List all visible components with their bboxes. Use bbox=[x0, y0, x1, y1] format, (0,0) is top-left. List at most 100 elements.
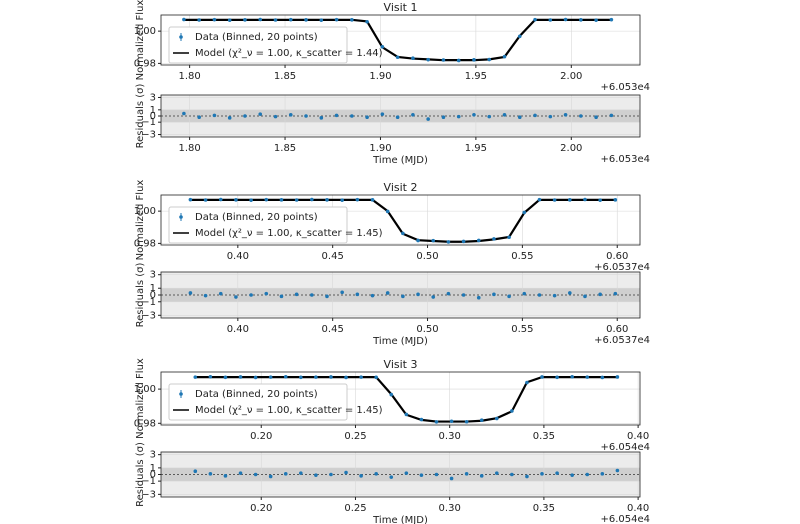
y-tick-label: 0 bbox=[150, 111, 156, 122]
residual-point bbox=[319, 116, 324, 120]
plot-frame bbox=[160, 371, 641, 426]
residual-point bbox=[464, 472, 469, 476]
legend-label: Data (Binned, 20 points) bbox=[195, 212, 318, 223]
data-point bbox=[401, 231, 405, 236]
residual-point bbox=[548, 114, 553, 119]
x-tick-label: 2.00 bbox=[560, 71, 582, 82]
data-point bbox=[594, 18, 598, 22]
data-point bbox=[540, 375, 544, 379]
x-axis-label: Time (MJD) bbox=[372, 336, 428, 347]
chart-title: Visit 1 bbox=[384, 1, 418, 14]
data-point bbox=[464, 419, 469, 424]
residual-point bbox=[283, 472, 288, 476]
data-point bbox=[273, 18, 278, 22]
data-point bbox=[533, 17, 537, 22]
residual-point bbox=[258, 112, 263, 116]
legend-label: Model (χ²_ν = 1.00, κ_scatter = 1.45) bbox=[195, 228, 383, 239]
panel: 0.40 0.45 0.50 0.55 0.60 −3 −101 3 Residuals (σ)… bbox=[135, 263, 650, 347]
data-point bbox=[404, 412, 409, 417]
data-point bbox=[258, 17, 263, 22]
y-tick-label: 1 bbox=[150, 283, 156, 294]
y-tick-label: 1.00 bbox=[134, 206, 156, 217]
data-point bbox=[598, 198, 602, 202]
data-point bbox=[548, 18, 553, 22]
x-axis-label: Time (MJD) bbox=[372, 515, 428, 524]
data-point bbox=[279, 198, 284, 202]
data-point bbox=[434, 420, 439, 424]
x-tick-label: 1.85 bbox=[274, 143, 296, 154]
residual-point bbox=[579, 114, 583, 118]
x-tick-label: 0.50 bbox=[416, 251, 438, 262]
residual-point bbox=[502, 112, 507, 117]
y-tick-label: 1 bbox=[150, 105, 156, 116]
x-tick-label: 0.35 bbox=[533, 503, 555, 514]
data-point bbox=[223, 375, 228, 380]
residual-point bbox=[492, 292, 496, 297]
residual-point bbox=[583, 294, 587, 299]
residual-point bbox=[598, 292, 602, 297]
y-tick-label: 3 bbox=[150, 92, 156, 103]
residual-point bbox=[238, 471, 243, 475]
residual-point bbox=[288, 112, 293, 117]
data-point bbox=[492, 237, 496, 241]
data-point bbox=[238, 375, 243, 379]
residual-point bbox=[613, 291, 618, 296]
data-point bbox=[613, 198, 618, 202]
y-axis-label: Residuals (σ) bbox=[135, 84, 146, 149]
chart-title: Visit 2 bbox=[384, 181, 418, 194]
x-tick-label: 0.40 bbox=[227, 251, 249, 262]
data-point bbox=[609, 17, 614, 22]
residual-point bbox=[411, 112, 415, 117]
x-tick-label: 0.45 bbox=[322, 324, 344, 335]
data-point bbox=[449, 419, 454, 424]
data-point bbox=[411, 56, 415, 61]
residual-point bbox=[525, 474, 529, 479]
y-tick-label: −1 bbox=[141, 297, 156, 308]
data-point bbox=[487, 57, 492, 62]
residual-point bbox=[537, 293, 542, 297]
data-point bbox=[329, 375, 333, 379]
data-point bbox=[359, 375, 363, 379]
residual-point bbox=[552, 293, 557, 298]
data-point bbox=[355, 197, 360, 202]
data-point bbox=[249, 198, 253, 202]
residual-point bbox=[522, 291, 527, 296]
data-point bbox=[431, 238, 436, 243]
data-point bbox=[370, 198, 375, 202]
x-tick-label: 1.90 bbox=[369, 71, 391, 82]
data-point bbox=[555, 375, 559, 380]
plot-frame bbox=[160, 271, 641, 319]
residual-point bbox=[507, 294, 511, 299]
x-offset-label: +6.054e4 bbox=[600, 514, 650, 524]
data-point bbox=[600, 375, 605, 380]
data-point bbox=[268, 375, 273, 379]
data-point bbox=[522, 210, 527, 215]
residual-point bbox=[540, 472, 544, 476]
residual-point bbox=[208, 472, 213, 476]
x-tick-label: 1.80 bbox=[178, 71, 200, 82]
legend-label: Model (χ²_ν = 1.00, κ_scatter = 1.44) bbox=[195, 48, 383, 59]
y-tick-label: 0 bbox=[150, 470, 156, 481]
residual-point bbox=[479, 474, 484, 478]
y-tick-label: 1 bbox=[150, 463, 156, 474]
data-point bbox=[288, 17, 293, 22]
data-point bbox=[525, 380, 529, 385]
residual-point bbox=[609, 113, 614, 118]
residual-point bbox=[416, 292, 420, 297]
x-axis-label: Time (MJD) bbox=[372, 155, 428, 166]
y-tick-label: 0.98 bbox=[134, 418, 156, 429]
data-point bbox=[583, 197, 587, 202]
residual-point bbox=[243, 114, 247, 118]
data-point bbox=[461, 239, 466, 244]
residual-point bbox=[494, 471, 499, 475]
residual-point bbox=[279, 294, 284, 299]
x-tick-label: 0.55 bbox=[511, 324, 533, 335]
data-point bbox=[319, 18, 324, 22]
residual-point bbox=[419, 473, 424, 477]
x-tick-label: 0.20 bbox=[250, 431, 272, 442]
residual-point bbox=[449, 476, 454, 481]
data-point bbox=[585, 375, 590, 379]
legend-label: Data (Binned, 20 points) bbox=[195, 389, 318, 400]
x-tick-label: 1.80 bbox=[178, 143, 200, 154]
data-point bbox=[325, 198, 329, 202]
